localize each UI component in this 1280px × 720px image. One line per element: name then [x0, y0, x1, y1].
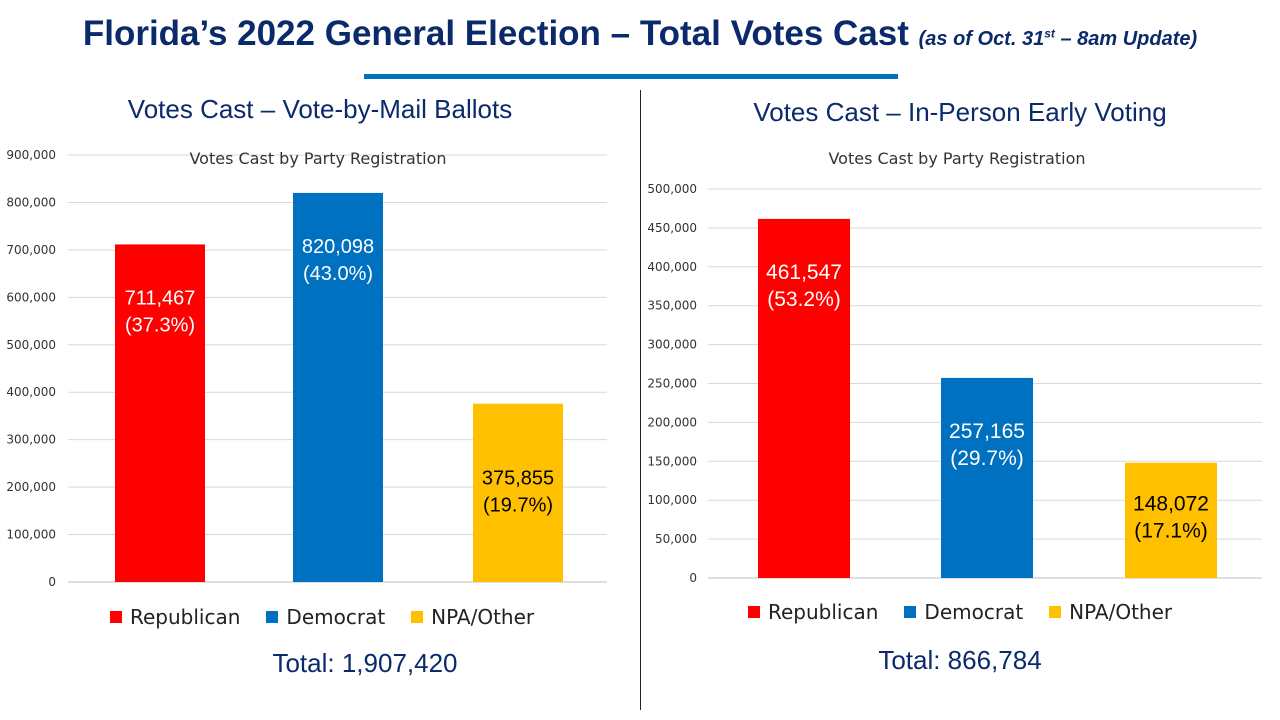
- vbm-bar-republican: [115, 244, 205, 583]
- vbm-y-tick-label: 600,000: [6, 290, 56, 304]
- early-bar-percent-label: (17.1%): [1134, 520, 1208, 543]
- vbm-bar-value-label: 375,855: [482, 467, 554, 489]
- early-y-tick-label: 100,000: [647, 493, 697, 507]
- subtitle-post: – 8am Update): [1054, 28, 1198, 50]
- vbm-chart-title: Votes Cast by Party Registration: [189, 149, 446, 168]
- title-underline: [364, 74, 898, 79]
- legend-item-republican: Republican: [110, 605, 240, 629]
- legend-label: Democrat: [286, 605, 386, 629]
- vbm-bar-percent-label: (37.3%): [125, 314, 195, 336]
- early-y-tick-label: 50,000: [655, 532, 697, 546]
- vbm-bar-value-label: 820,098: [302, 236, 374, 258]
- vbm-y-tick-label: 400,000: [6, 385, 56, 399]
- early-panel-title: Votes Cast – In-Person Early Voting: [753, 97, 1167, 127]
- legend-label: Democrat: [924, 600, 1024, 624]
- legend-item-npa: NPA/Other: [411, 605, 534, 629]
- subtitle-pre: (as of Oct. 31: [918, 28, 1045, 50]
- early-y-tick-label: 150,000: [647, 454, 697, 468]
- vbm-y-tick-label: 0: [48, 575, 56, 589]
- title-update-note: (as of Oct. 31st – 8am Update): [918, 26, 1198, 50]
- legend-label: NPA/Other: [1069, 600, 1173, 624]
- vbm-legend: Republican Democrat NPA/Other: [110, 605, 534, 629]
- legend-swatch-democrat: [904, 606, 917, 618]
- early-chart-title: Votes Cast by Party Registration: [828, 149, 1085, 168]
- legend-label: Republican: [130, 605, 241, 629]
- early-y-tick-label: 500,000: [647, 182, 697, 196]
- early-y-tick-label: 200,000: [647, 415, 697, 429]
- early-y-tick-label: 300,000: [647, 338, 697, 352]
- page-title: Florida’s 2022 General Election – Total …: [0, 14, 1280, 54]
- early-bar-value-label: 461,547: [766, 261, 842, 284]
- legend-swatch-democrat: [266, 611, 279, 623]
- vbm-total: Total: 1,907,420: [272, 648, 458, 678]
- legend-item-democrat: Democrat: [904, 600, 1023, 624]
- legend-swatch-npa: [411, 611, 424, 623]
- legend-item-democrat: Democrat: [266, 605, 385, 629]
- legend-swatch-republican: [748, 606, 760, 618]
- legend-item-republican: Republican: [748, 600, 878, 624]
- legend-item-npa: NPA/Other: [1049, 600, 1172, 624]
- early-bar-value-label: 148,072: [1133, 493, 1209, 516]
- vbm-y-tick-label: 500,000: [6, 338, 56, 352]
- early-y-tick-label: 350,000: [647, 299, 697, 313]
- panel-divider: [640, 90, 641, 710]
- legend-label: Republican: [768, 600, 879, 624]
- vbm-panel-title: Votes Cast – Vote-by-Mail Ballots: [127, 94, 513, 124]
- early-bar-percent-label: (29.7%): [950, 447, 1024, 470]
- vbm-y-tick-label: 700,000: [6, 243, 56, 257]
- vbm-bar-percent-label: (19.7%): [483, 494, 553, 516]
- legend-swatch-republican: [110, 611, 122, 623]
- early-bar-npaother: [1125, 462, 1217, 578]
- vbm-y-tick-label: 300,000: [6, 433, 56, 447]
- early-y-tick-label: 250,000: [647, 377, 697, 391]
- early-bar-percent-label: (53.2%): [767, 288, 841, 311]
- vbm-bar-democrat: [293, 192, 383, 582]
- early-legend: Republican Democrat NPA/Other: [748, 600, 1172, 624]
- early-total: Total: 866,784: [878, 645, 1042, 675]
- vbm-bar-percent-label: (43.0%): [303, 263, 373, 285]
- title-text: Florida’s 2022 General Election – Total …: [82, 14, 909, 53]
- vbm-y-tick-label: 800,000: [6, 195, 56, 209]
- early-y-tick-label: 400,000: [647, 260, 697, 274]
- early-y-tick-label: 450,000: [647, 221, 697, 235]
- legend-swatch-npa: [1049, 606, 1062, 618]
- early-bar-republican: [758, 218, 850, 578]
- early-y-tick-label: 0: [689, 571, 697, 585]
- vbm-y-tick-label: 900,000: [6, 148, 56, 162]
- early-bar-value-label: 257,165: [949, 420, 1025, 443]
- vbm-bar-npaother: [473, 403, 563, 582]
- legend-label: NPA/Other: [431, 605, 535, 629]
- subtitle-sup: st: [1044, 26, 1055, 41]
- vbm-y-tick-label: 200,000: [6, 480, 56, 494]
- vbm-bar-value-label: 711,467: [125, 287, 196, 309]
- early-bar-democrat: [941, 377, 1033, 578]
- vbm-y-tick-label: 100,000: [6, 528, 56, 542]
